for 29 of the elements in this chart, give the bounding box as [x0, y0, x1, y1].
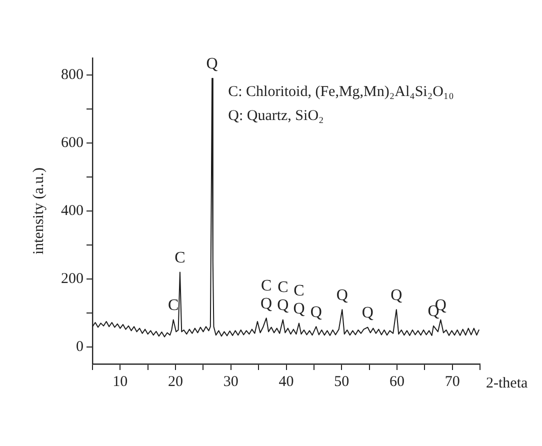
y-tick-label: 800 [61, 66, 84, 83]
annotation: Q [293, 300, 306, 318]
x-tick-label: 20 [168, 374, 184, 390]
annotation: C [174, 249, 186, 266]
annotation: Q [362, 304, 374, 322]
annotation: C [168, 297, 179, 314]
x-tick-label: 50 [334, 374, 350, 390]
annotation: Q [260, 295, 273, 312]
annotation: Q [336, 286, 348, 304]
x-tick-label: 40 [278, 374, 294, 390]
x-tick-label: 60 [389, 374, 404, 390]
y-tick-label: 600 [61, 134, 84, 151]
y-tick-label: 400 [61, 202, 84, 219]
y-tick-label: 0 [76, 338, 84, 355]
x-tick-label: 70 [444, 374, 460, 390]
y-tick-label: 200 [61, 270, 84, 287]
annotation: Q [390, 286, 403, 304]
y-axis-title: intensity (a.u.) [30, 167, 47, 255]
x-tick-label: 30 [223, 374, 238, 390]
annotation: C [260, 277, 272, 294]
annotation: Q: Quartz, SiO₂ [228, 108, 324, 124]
annotation: Q [206, 56, 218, 73]
annotation: Q [310, 304, 322, 321]
annotation: Q [277, 297, 290, 314]
annotation: C [278, 279, 288, 296]
x-tick-label: 10 [112, 374, 128, 390]
annotation: C [294, 282, 304, 300]
annotation: C: Chloritoid, (Fe,Mg,Mn)₂Al₄Si₂O₁₀ [228, 84, 454, 100]
x-axis-title: 2-theta [486, 375, 528, 392]
